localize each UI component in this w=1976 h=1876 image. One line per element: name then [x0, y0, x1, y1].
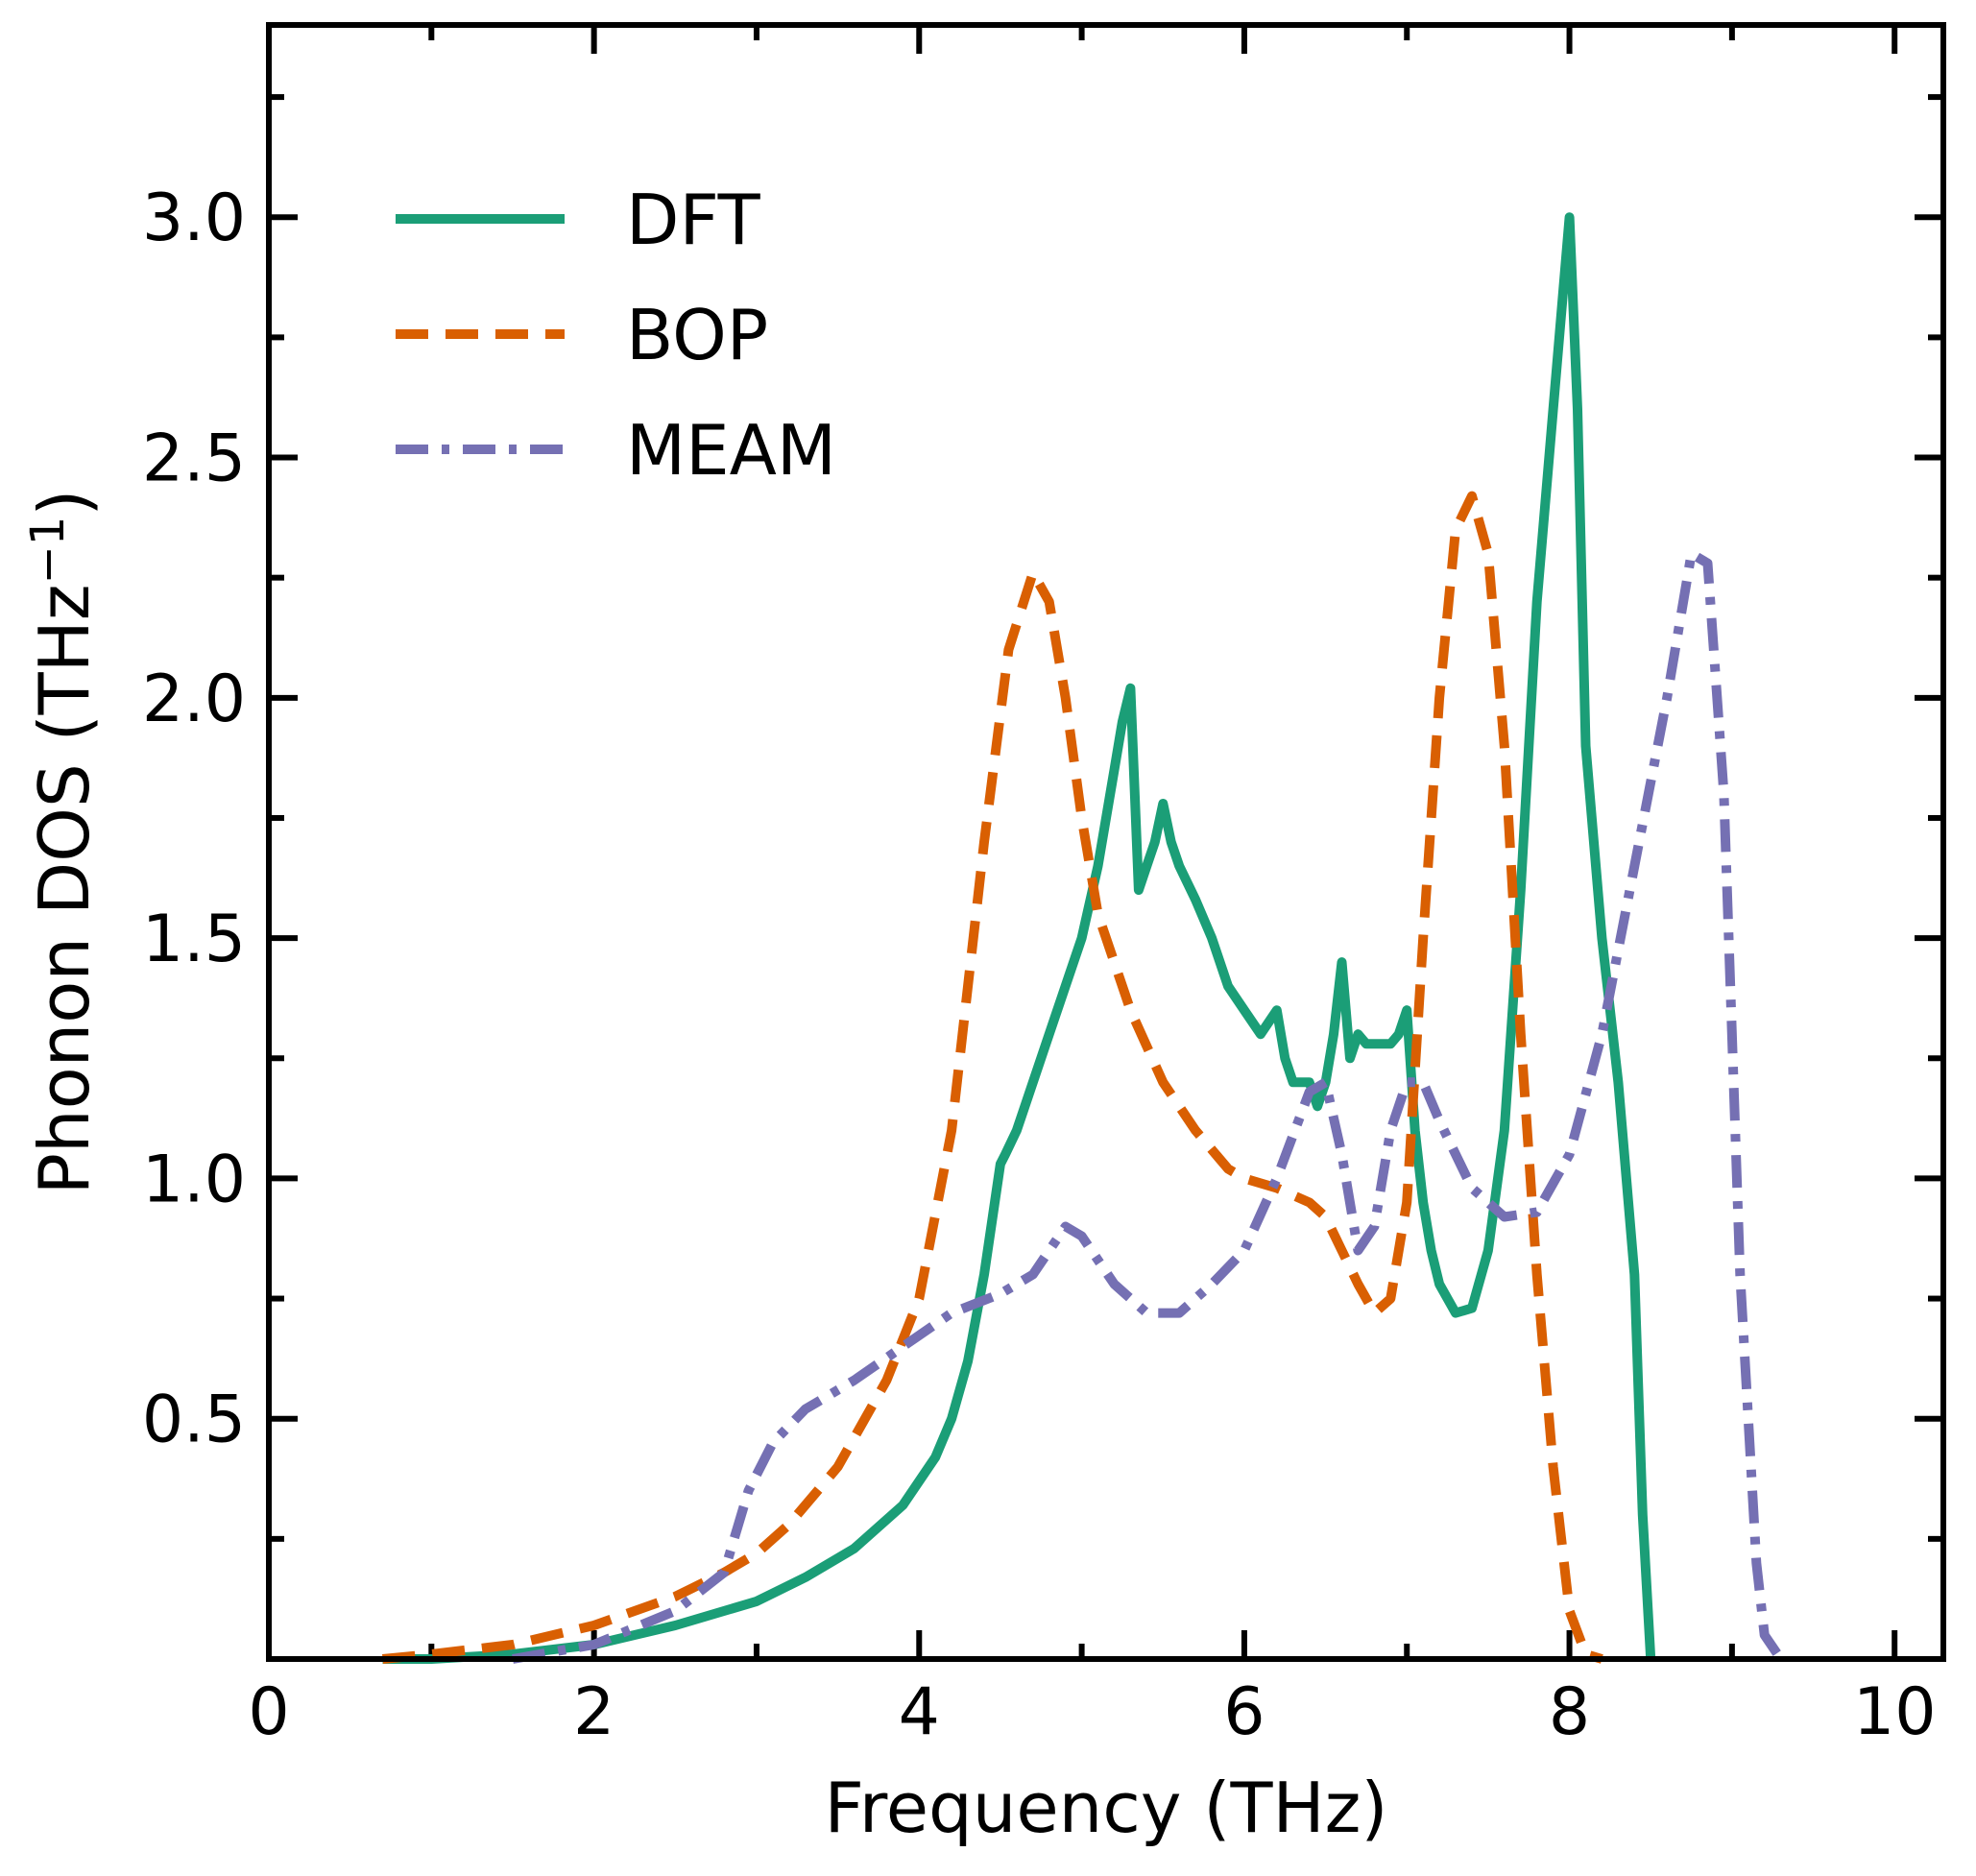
x-axis-title: Frequency (THz) [825, 1768, 1388, 1848]
legend: DFT BOP MEAM [396, 180, 836, 491]
legend-label-meam: MEAM [626, 410, 836, 491]
series-layer [382, 212, 1785, 1664]
y-tick-label: 0.5 [142, 1383, 246, 1458]
x-tick-label: 0 [248, 1674, 289, 1750]
y-tick-label: 2.0 [142, 661, 246, 737]
plot-frame [266, 22, 1946, 1662]
x-tick-label: 2 [573, 1674, 614, 1750]
ticks-layer [266, 25, 1943, 1659]
x-tick-label: 6 [1223, 1674, 1265, 1750]
y-tick-label: 1.5 [142, 902, 246, 977]
y-axis-title-close: ) [24, 490, 105, 517]
series-line-meam [512, 548, 1785, 1664]
x-tick-label: 8 [1549, 1674, 1590, 1750]
y-tick-label: 3.0 [142, 180, 246, 256]
x-tick-label: 10 [1853, 1674, 1937, 1750]
y-tick-label: 2.5 [142, 421, 246, 497]
legend-label-dft: DFT [626, 180, 761, 260]
series-line-bop [382, 491, 1603, 1664]
legend-label-bop: BOP [626, 295, 768, 375]
x-tick-label: 4 [899, 1674, 940, 1750]
y-tick-label: 1.0 [142, 1142, 246, 1217]
tick-labels: 0 2 4 6 8 10 0.5 1.0 1.5 2.0 2.5 3.0 [142, 180, 1937, 1750]
y-axis-title: Phonon DOS (THz−1) [21, 490, 105, 1195]
y-axis-title-main: Phonon DOS (THz [24, 584, 105, 1194]
y-axis-title-sup: −1 [21, 517, 75, 585]
series-line-dft [382, 212, 1656, 1664]
